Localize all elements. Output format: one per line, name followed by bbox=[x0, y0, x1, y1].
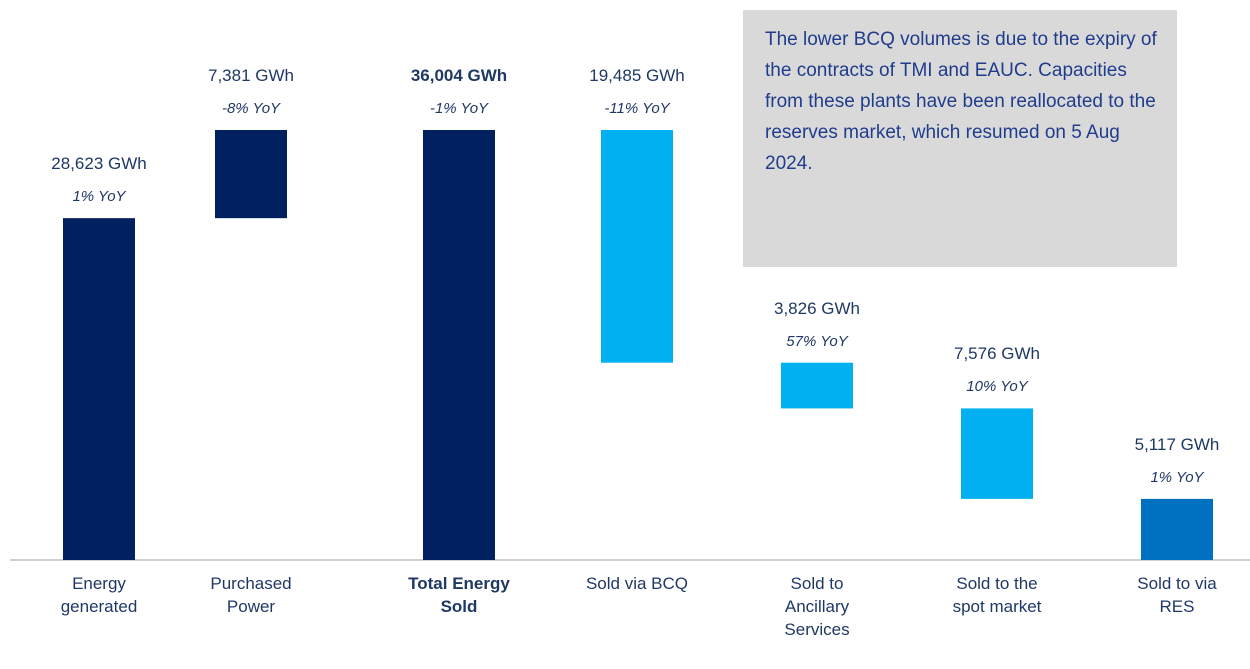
value-label: 7,381 GWh bbox=[208, 66, 294, 85]
bar bbox=[423, 130, 495, 560]
value-label: 3,826 GWh bbox=[774, 298, 860, 318]
bar bbox=[63, 218, 135, 560]
bar bbox=[601, 130, 673, 363]
value-label: 7,576 GWh bbox=[954, 344, 1040, 364]
yoy-label: -11% YoY bbox=[604, 100, 670, 117]
yoy-label: 1% YoY bbox=[1150, 468, 1204, 486]
yoy-label: -1% YoY bbox=[429, 100, 489, 117]
bar bbox=[1141, 498, 1213, 560]
value-label: 19,485 GWh bbox=[589, 66, 685, 85]
yoy-label: -8% YoY bbox=[221, 100, 281, 117]
yoy-label: 1% YoY bbox=[72, 188, 126, 206]
annotation: The lower BCQ volumes is due to the expi… bbox=[743, 10, 1177, 267]
category-label: Energy generated bbox=[60, 574, 138, 616]
yoy-label: 10% YoY bbox=[966, 378, 1028, 396]
bar bbox=[781, 362, 853, 409]
value-label: 5,117 GWh bbox=[1134, 434, 1220, 454]
category-label: Purchased Power bbox=[210, 574, 292, 616]
category-label: Sold to via RES bbox=[1137, 574, 1217, 616]
value-label: 28,623 GWh bbox=[51, 154, 147, 174]
bar bbox=[961, 408, 1033, 499]
bar bbox=[215, 130, 287, 219]
category-label: Sold to the spot market bbox=[952, 574, 1042, 616]
category-label: Sold via BCQ bbox=[585, 574, 689, 593]
yoy-label: 57% YoY bbox=[786, 332, 848, 350]
category-label: Sold to Ancillary Services bbox=[784, 574, 850, 639]
category-label: Total Energy Sold bbox=[408, 574, 510, 616]
value-label: 36,004 GWh bbox=[410, 66, 508, 85]
